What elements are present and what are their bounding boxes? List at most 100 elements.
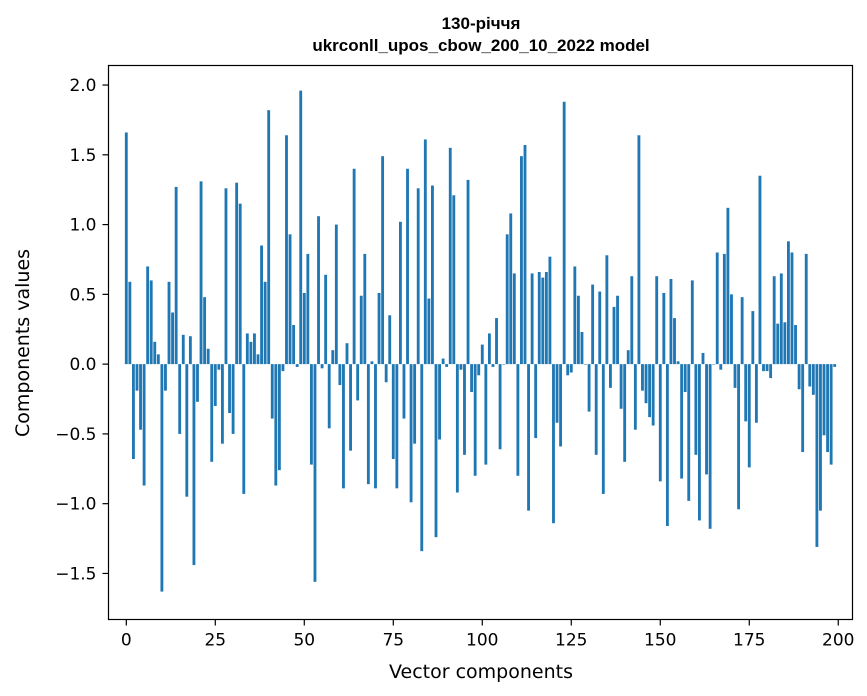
bar-108 — [509, 213, 513, 365]
bar-4 — [139, 364, 142, 430]
bar-189 — [797, 364, 801, 390]
bar-72 — [381, 156, 385, 365]
bar-1 — [128, 281, 132, 365]
bar-95 — [463, 364, 466, 455]
y-tick-label: −0.5 — [55, 425, 96, 445]
x-axis-label: Vector components — [389, 661, 573, 683]
bar-28 — [224, 188, 228, 365]
bar-130 — [587, 364, 591, 412]
bar-144 — [637, 135, 641, 365]
bar-194 — [815, 364, 819, 547]
bar-19 — [192, 364, 196, 566]
bar-199 — [833, 364, 837, 367]
bar-86 — [431, 185, 434, 365]
bar-173 — [740, 297, 744, 365]
bar-70 — [374, 364, 377, 489]
bar-106 — [502, 364, 506, 365]
bar-77 — [398, 221, 402, 365]
bar-43 — [277, 364, 281, 471]
bar-112 — [523, 145, 527, 365]
bar-92 — [452, 195, 456, 365]
bar-31 — [235, 182, 239, 365]
bar-135 — [605, 255, 609, 365]
bar-157 — [683, 364, 687, 393]
bar-140 — [623, 364, 627, 462]
bar-50 — [302, 292, 306, 365]
bar-142 — [630, 276, 634, 365]
bar-127 — [576, 295, 580, 365]
bar-185 — [783, 322, 787, 365]
x-tick-label: 50 — [293, 631, 315, 651]
bar-3 — [135, 364, 139, 391]
x-tick-label: 0 — [121, 631, 132, 651]
bar-155 — [676, 361, 680, 365]
bar-52 — [309, 364, 313, 465]
bar-57 — [327, 364, 331, 429]
bar-63 — [349, 364, 352, 451]
bar-87 — [434, 364, 438, 538]
bar-167 — [719, 364, 723, 370]
bar-133 — [598, 291, 602, 365]
bar-25 — [213, 364, 217, 406]
bar-169 — [726, 207, 730, 365]
bar-30 — [231, 364, 235, 434]
bar-122 — [559, 364, 563, 447]
bar-55 — [320, 364, 324, 369]
bar-176 — [751, 311, 755, 365]
bar-22 — [203, 297, 207, 365]
bar-153 — [669, 279, 673, 365]
bar-9 — [156, 354, 160, 365]
y-tick-label: 2.0 — [69, 76, 96, 96]
bar-39 — [263, 281, 267, 365]
bar-125 — [569, 364, 573, 373]
bar-126 — [573, 266, 577, 365]
bar-150 — [658, 364, 662, 482]
bar-56 — [324, 274, 328, 365]
bar-143 — [633, 364, 637, 430]
bar-160 — [694, 364, 698, 455]
bar-137 — [612, 306, 616, 365]
bar-5 — [142, 364, 146, 486]
bar-16 — [181, 334, 185, 365]
bar-78 — [402, 364, 406, 419]
bar-163 — [705, 364, 708, 475]
bar-41 — [270, 364, 274, 419]
bar-138 — [616, 295, 619, 365]
bar-34 — [245, 333, 249, 365]
bar-110 — [516, 364, 520, 476]
bar-32 — [238, 203, 242, 365]
bar-8 — [153, 341, 157, 365]
bar-15 — [178, 364, 182, 434]
bar-29 — [228, 364, 231, 413]
bar-175 — [747, 364, 751, 468]
bar-193 — [811, 364, 815, 395]
bar-154 — [673, 318, 676, 365]
bar-54 — [317, 216, 320, 365]
bar-44 — [281, 364, 285, 372]
bar-121 — [555, 364, 559, 423]
y-tick-label: 0.5 — [69, 285, 96, 305]
bar-24 — [210, 364, 214, 462]
bar-131 — [591, 284, 595, 365]
bar-2 — [131, 364, 135, 460]
bar-118 — [544, 272, 548, 365]
bar-128 — [580, 332, 584, 365]
y-tick-label: 1.5 — [69, 146, 96, 166]
bar-84 — [423, 139, 427, 365]
bar-117 — [541, 277, 545, 365]
bar-33 — [242, 364, 246, 494]
bar-107 — [505, 234, 509, 365]
bar-145 — [641, 364, 644, 391]
bar-161 — [698, 364, 701, 521]
bar-68 — [366, 364, 370, 485]
bar-38 — [260, 245, 263, 365]
bar-164 — [708, 364, 712, 529]
bar-179 — [762, 364, 765, 372]
bar-79 — [406, 168, 409, 365]
x-tick-label: 25 — [204, 631, 226, 651]
bar-172 — [737, 364, 741, 510]
bar-97 — [470, 364, 474, 393]
bar-14 — [174, 186, 178, 365]
bar-182 — [772, 276, 776, 365]
bar-105 — [498, 364, 502, 450]
